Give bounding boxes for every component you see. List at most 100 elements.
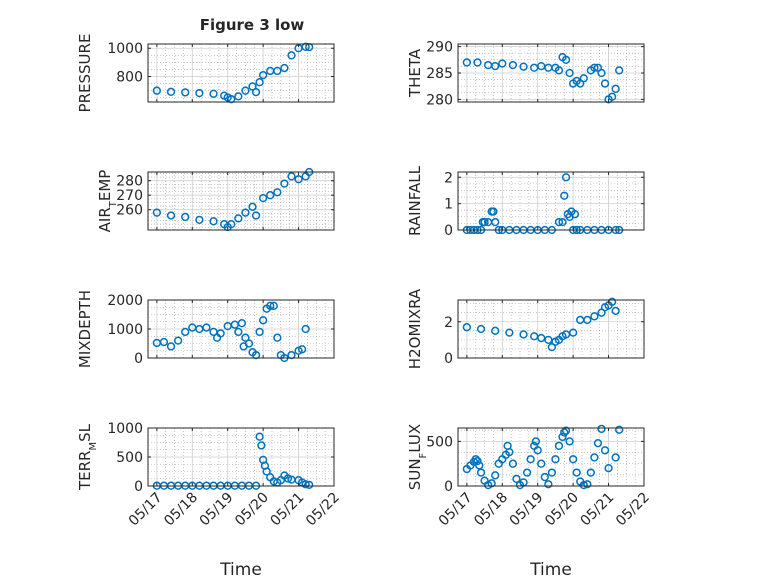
data-point xyxy=(181,88,190,97)
data-point xyxy=(248,82,257,91)
data-point xyxy=(593,439,603,448)
data-point xyxy=(305,480,314,489)
y-axis-label-part: AIR xyxy=(96,207,114,232)
data-point xyxy=(476,468,486,477)
tick-marks xyxy=(458,300,645,359)
subplot-mixdepth: 0 1000 2000 MIXDEPTH xyxy=(76,290,335,368)
data-point xyxy=(583,315,592,325)
data-point xyxy=(586,468,596,477)
data-point xyxy=(166,342,176,351)
data-point xyxy=(551,455,560,464)
data-point xyxy=(297,345,307,354)
data-point xyxy=(266,301,275,310)
data-point xyxy=(273,188,282,197)
y-axis-label-part: SL xyxy=(76,423,94,442)
data-point xyxy=(473,58,482,67)
data-point xyxy=(512,474,521,484)
data-point xyxy=(476,324,486,334)
data-point xyxy=(487,479,496,488)
data-point xyxy=(202,323,211,332)
y-tick-label: 0 xyxy=(444,351,453,367)
data-point xyxy=(508,60,518,70)
y-axis-label: THETA xyxy=(406,48,424,98)
data-point xyxy=(209,89,218,98)
data-point xyxy=(195,215,204,225)
data-point xyxy=(181,327,190,337)
data-point xyxy=(255,432,264,441)
y-tick-label: 2 xyxy=(444,315,453,331)
data-point xyxy=(280,63,289,73)
data-point xyxy=(600,79,610,88)
y-tick-label: 1000 xyxy=(107,421,143,437)
data-point xyxy=(241,333,250,342)
data-point xyxy=(234,327,243,337)
data-point xyxy=(489,207,498,216)
plot-area xyxy=(458,300,644,358)
y-tick-label: 280 xyxy=(426,92,453,108)
data-point xyxy=(526,455,535,464)
data-point xyxy=(611,306,620,316)
data-point xyxy=(491,326,500,335)
data-point xyxy=(473,456,482,466)
data-point xyxy=(531,437,541,446)
y-tick-label: 260 xyxy=(116,203,143,219)
data-point xyxy=(301,480,310,489)
data-point xyxy=(166,211,176,220)
data-point xyxy=(597,424,606,434)
y-tick-label: 285 xyxy=(426,66,453,82)
data-point xyxy=(462,323,472,332)
y-axis-label: PRESSURE xyxy=(76,34,94,113)
axes-box xyxy=(147,171,335,231)
y-tick-label: 290 xyxy=(426,40,453,56)
y-tick-label: 0 xyxy=(134,479,143,495)
data-point xyxy=(480,217,489,227)
major-grid xyxy=(148,172,335,230)
tick-marks xyxy=(148,172,335,230)
y-tick-label: 2 xyxy=(444,170,453,186)
y-tick-label: 1000 xyxy=(107,41,143,57)
data-point xyxy=(560,191,569,200)
y-axis-label: TERRMSL xyxy=(76,423,99,491)
data-point xyxy=(258,70,268,80)
data-point xyxy=(241,86,250,95)
data-point xyxy=(568,455,578,464)
data-point xyxy=(152,208,162,217)
data-point xyxy=(498,59,507,68)
data-point xyxy=(554,217,564,227)
data-point xyxy=(152,86,162,95)
tick-marks xyxy=(148,44,335,102)
data-point xyxy=(600,446,610,455)
y-tick-label: 270 xyxy=(116,188,143,204)
data-point xyxy=(258,316,268,325)
data-point xyxy=(173,336,183,345)
plot-area xyxy=(458,172,644,230)
data-point xyxy=(505,447,514,457)
axes-box xyxy=(457,299,645,359)
data-point xyxy=(554,441,564,450)
data-point xyxy=(533,446,542,455)
y-tick-label: 0 xyxy=(444,223,453,239)
y-tick-label: 0 xyxy=(134,351,143,367)
data-point xyxy=(283,474,293,483)
data-point xyxy=(287,51,296,60)
y-axis-label-part: LUX xyxy=(406,424,424,453)
figure-title: Figure 3 low xyxy=(200,16,305,34)
data-point xyxy=(491,471,500,480)
data-point xyxy=(565,68,574,78)
data-point xyxy=(491,217,500,227)
data-point xyxy=(301,42,310,51)
tick-marks xyxy=(148,299,335,359)
axes-box xyxy=(457,171,645,231)
data-point xyxy=(216,329,225,338)
data-point xyxy=(568,328,578,337)
y-axis-label-subscript: T xyxy=(108,200,119,208)
data-series xyxy=(152,301,310,363)
data-point xyxy=(560,428,569,437)
y-axis-label: RAINFALL xyxy=(406,165,424,236)
data-point xyxy=(572,468,581,477)
data-point xyxy=(597,68,606,78)
data-point xyxy=(248,202,257,211)
y-axis-label: AIRTEMP xyxy=(96,170,119,233)
